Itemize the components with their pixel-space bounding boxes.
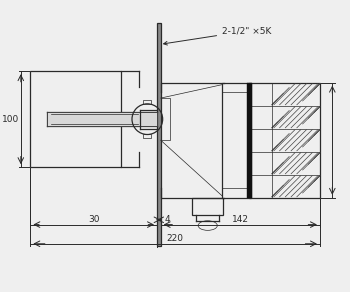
- Text: 142: 142: [232, 215, 249, 224]
- Text: 2-1/2" ×5K: 2-1/2" ×5K: [163, 27, 272, 45]
- Bar: [144, 135, 151, 138]
- Bar: [247, 83, 252, 198]
- Bar: [222, 83, 251, 198]
- Bar: [47, 112, 157, 126]
- Text: 100: 100: [2, 115, 19, 124]
- Bar: [157, 23, 161, 246]
- Bar: [249, 83, 320, 198]
- Text: 4: 4: [164, 215, 170, 224]
- Bar: [193, 198, 223, 215]
- Text: 30: 30: [88, 215, 99, 224]
- Bar: [30, 71, 121, 167]
- Text: 220: 220: [167, 234, 184, 243]
- Bar: [161, 98, 170, 140]
- Bar: [144, 100, 151, 104]
